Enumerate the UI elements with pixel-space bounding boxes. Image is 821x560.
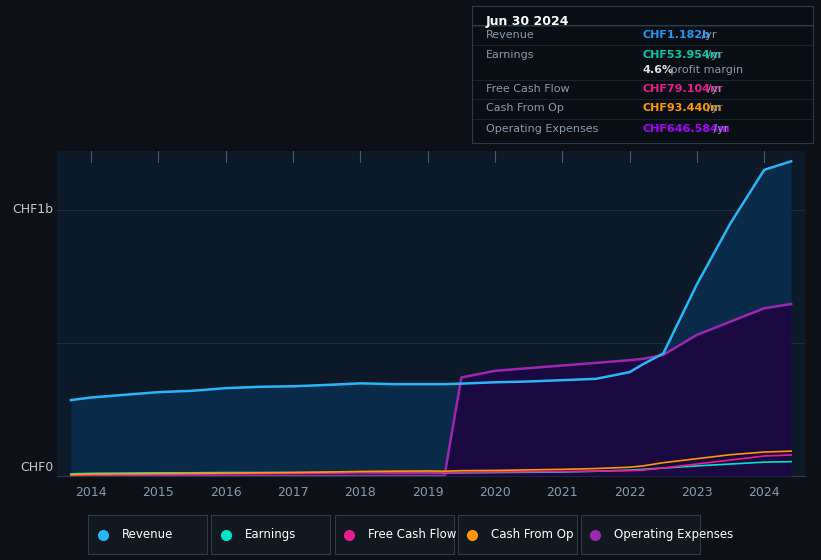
Text: /yr: /yr	[698, 30, 716, 40]
Text: Revenue: Revenue	[486, 30, 534, 40]
Text: Operating Expenses: Operating Expenses	[486, 124, 598, 134]
Text: Free Cash Flow: Free Cash Flow	[368, 528, 456, 542]
Text: profit margin: profit margin	[667, 64, 743, 74]
Text: /yr: /yr	[704, 49, 722, 59]
Text: CHF79.104m: CHF79.104m	[643, 84, 722, 94]
Text: Free Cash Flow: Free Cash Flow	[486, 84, 569, 94]
Text: Jun 30 2024: Jun 30 2024	[486, 15, 569, 28]
Text: /yr: /yr	[710, 124, 728, 134]
Text: /yr: /yr	[704, 103, 722, 113]
Text: CHF0: CHF0	[21, 461, 53, 474]
Text: Earnings: Earnings	[486, 49, 534, 59]
Text: CHF93.440m: CHF93.440m	[643, 103, 722, 113]
Text: CHF646.584m: CHF646.584m	[643, 124, 730, 134]
Text: CHF53.954m: CHF53.954m	[643, 49, 722, 59]
Text: Revenue: Revenue	[122, 528, 173, 542]
Text: Cash From Op: Cash From Op	[486, 103, 563, 113]
Text: Earnings: Earnings	[245, 528, 296, 542]
Text: Cash From Op: Cash From Op	[491, 528, 574, 542]
Text: /yr: /yr	[704, 84, 722, 94]
Text: 4.6%: 4.6%	[643, 64, 673, 74]
Text: Operating Expenses: Operating Expenses	[614, 528, 733, 542]
Text: CHF1.182b: CHF1.182b	[643, 30, 710, 40]
Text: CHF1b: CHF1b	[13, 203, 53, 216]
